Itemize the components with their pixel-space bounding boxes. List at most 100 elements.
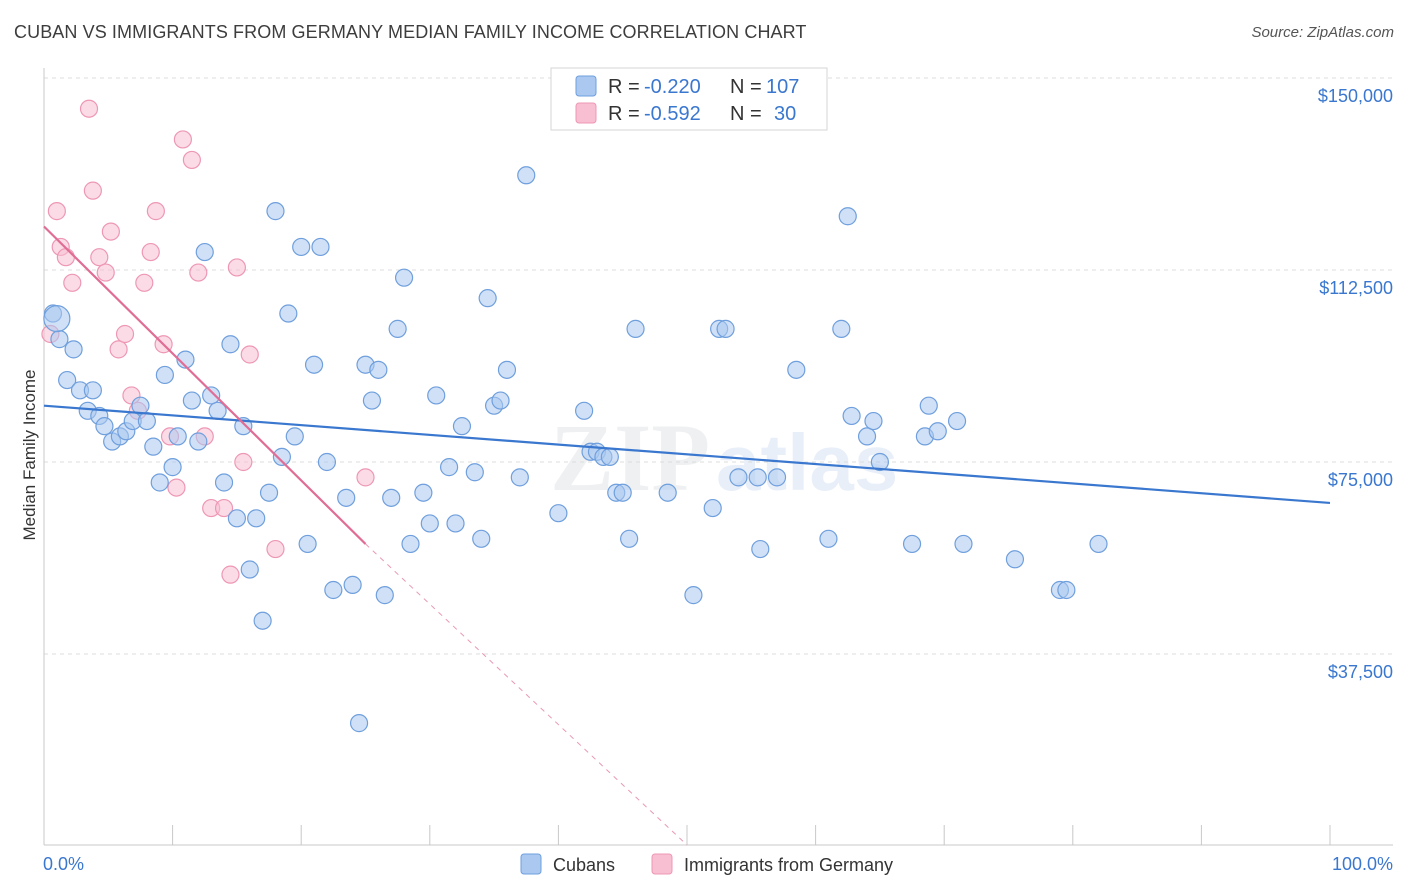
cuban-point <box>324 580 343 600</box>
germany-point <box>266 539 285 559</box>
cuban-point <box>620 529 639 548</box>
legend-swatch-cubans <box>575 75 597 97</box>
cuban-point <box>613 483 632 502</box>
cuban-point <box>472 529 491 548</box>
germany-point <box>83 181 102 200</box>
cuban-point <box>928 422 947 441</box>
cuban-point <box>253 611 272 630</box>
bottom-legend-swatch-cubans <box>520 853 542 875</box>
cuban-point <box>446 514 465 533</box>
germany-point <box>182 150 201 170</box>
cuban-point <box>703 498 722 518</box>
y-tick-labels: $37,500 $75,000 $112,500 $150,000 <box>1318 86 1393 682</box>
cuban-point <box>272 447 292 466</box>
cuban-point <box>95 417 114 436</box>
cuban-point <box>864 411 883 431</box>
cuban-point <box>131 396 150 415</box>
legend-n-value-1: 107 <box>766 76 799 98</box>
cuban-point <box>176 350 195 369</box>
cuban-point <box>787 360 806 379</box>
x-tick-label-max: 100.0% <box>1332 854 1393 874</box>
cuban-point <box>343 575 362 594</box>
cuban-point <box>414 483 433 502</box>
cuban-point <box>517 166 536 185</box>
germany-point <box>47 202 66 221</box>
y-tick-label: $75,000 <box>1328 470 1393 490</box>
bottom-legend-cubans: Cubans <box>553 855 615 875</box>
germany-point <box>173 130 192 149</box>
cuban-point <box>266 202 285 221</box>
legend-swatch-germany <box>575 102 597 124</box>
cuban-point <box>510 468 529 487</box>
chart-title: CUBAN VS IMMIGRANTS FROM GERMANY MEDIAN … <box>14 22 807 42</box>
y-tick-label: $112,500 <box>1319 278 1393 298</box>
cuban-point <box>240 560 259 579</box>
cuban-point <box>497 360 517 379</box>
axes <box>43 68 1393 846</box>
cuban-point <box>189 432 208 451</box>
germany-point <box>115 324 135 344</box>
cuban-point <box>304 355 324 374</box>
cuban-point <box>202 386 221 405</box>
cuban-point <box>382 488 401 507</box>
series-cubans-points <box>43 166 1108 733</box>
legend-r-value-1: -0.220 <box>644 76 701 98</box>
cuban-point <box>375 586 394 605</box>
germany-point <box>146 202 165 221</box>
y-tick-label: $150,000 <box>1318 86 1393 106</box>
y-axis-label: Median Family Income <box>20 369 39 540</box>
cuban-point <box>43 305 71 333</box>
legend-r-label-2: R = <box>608 103 640 125</box>
cuban-point <box>420 514 439 533</box>
cuban-point <box>819 529 838 548</box>
germany-point <box>109 340 128 359</box>
cuban-point <box>259 483 279 502</box>
germany-point <box>356 468 375 487</box>
legend-n-value-2: 30 <box>774 103 796 125</box>
cuban-point <box>214 473 234 492</box>
cuban-point <box>832 319 851 338</box>
cuban-point <box>751 539 770 559</box>
cuban-point <box>439 458 459 477</box>
cuban-point <box>401 534 420 554</box>
cuban-point <box>748 468 767 487</box>
trend-lines <box>43 225 1331 846</box>
cuban-point <box>182 391 201 410</box>
cuban-point <box>285 427 304 446</box>
cuban-point <box>221 335 240 354</box>
germany-point <box>96 263 115 282</box>
cuban-point <box>600 447 619 466</box>
legend-n-label-1: N = <box>730 76 762 98</box>
cuban-point <box>902 534 922 554</box>
legend-r-label-1: R = <box>608 76 640 98</box>
cuban-point <box>279 304 298 323</box>
cubans-trend-line <box>43 404 1331 505</box>
cuban-point <box>50 330 69 349</box>
germany-point <box>227 258 246 277</box>
cuban-point <box>150 473 169 492</box>
germany-trend-line <box>43 225 367 545</box>
stats-legend: R = -0.220 N = 107 R = -0.592 N = 30 <box>550 67 828 131</box>
cuban-point <box>349 714 369 733</box>
series-legend: Cubans Immigrants from Germany <box>520 853 893 875</box>
germany-point <box>167 478 186 497</box>
cuban-point <box>684 586 703 605</box>
cuban-point <box>729 468 748 487</box>
cuban-point <box>452 417 472 436</box>
germany-point <box>240 345 259 364</box>
cuban-point <box>575 401 594 420</box>
cuban-point <box>64 340 83 359</box>
germany-point <box>221 565 240 584</box>
cuban-point <box>626 319 645 338</box>
cuban-point <box>144 437 163 456</box>
bottom-legend-swatch-germany <box>651 853 673 875</box>
x-tick-label-min: 0.0% <box>43 854 84 874</box>
cuban-point <box>767 468 787 487</box>
cuban-point <box>478 289 497 308</box>
y-tick-label: $37,500 <box>1328 662 1393 682</box>
cuban-point <box>658 483 677 502</box>
cuban-point <box>337 488 356 507</box>
cuban-point <box>298 534 317 554</box>
cuban-point <box>947 411 967 431</box>
cuban-point <box>549 504 568 523</box>
